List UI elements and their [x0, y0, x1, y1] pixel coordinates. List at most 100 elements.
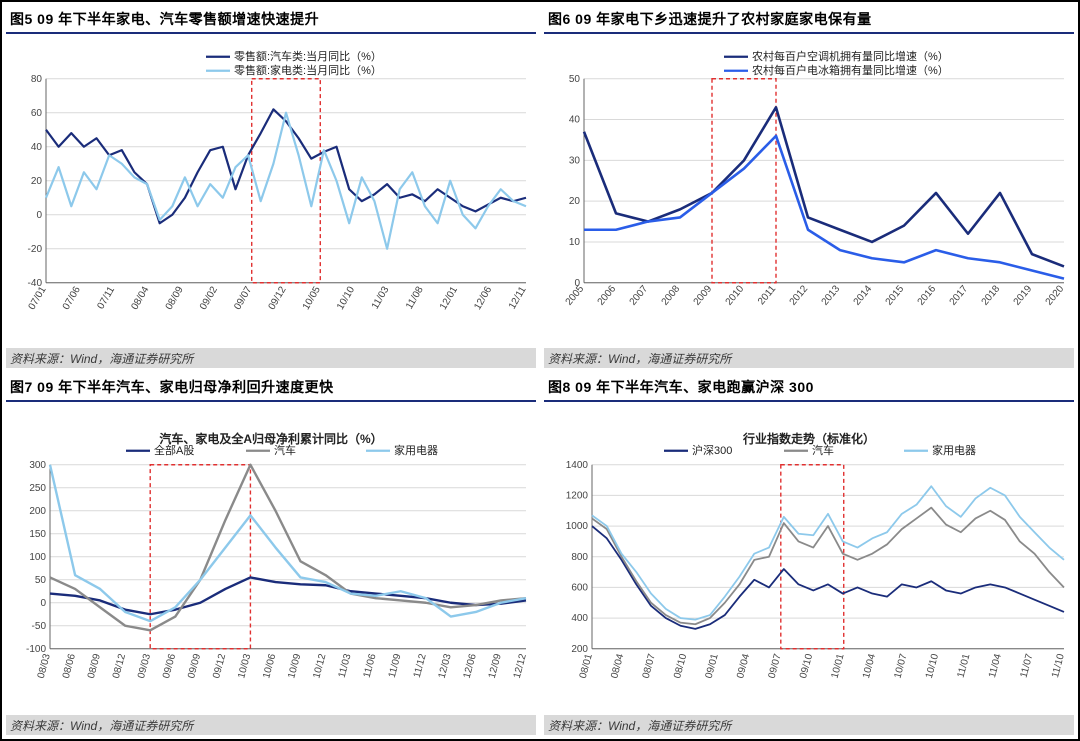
svg-text:10/09: 10/09 [286, 652, 303, 679]
svg-text:09/01: 09/01 [704, 652, 721, 679]
svg-text:10: 10 [569, 237, 581, 248]
svg-text:08/12: 08/12 [111, 652, 128, 679]
svg-text:08/07: 08/07 [641, 652, 658, 679]
svg-text:800: 800 [571, 551, 588, 562]
svg-text:10/04: 10/04 [861, 652, 878, 679]
svg-text:12/12: 12/12 [512, 652, 529, 679]
svg-text:400: 400 [571, 613, 588, 624]
svg-text:08/01: 08/01 [578, 652, 595, 679]
svg-text:2013: 2013 [820, 283, 843, 307]
svg-text:2016: 2016 [916, 283, 939, 307]
svg-text:11/10: 11/10 [1050, 652, 1067, 679]
svg-text:50: 50 [35, 574, 47, 585]
svg-text:11/03: 11/03 [337, 652, 354, 679]
svg-text:农村每百户空调机拥有量同比增速（%）: 农村每百户空调机拥有量同比增速（%） [752, 49, 949, 63]
panel-chart8: 图8 09 年下半年汽车、家电跑赢沪深 300 2004006008001000… [544, 374, 1074, 736]
svg-text:11/04: 11/04 [987, 652, 1004, 679]
svg-text:0: 0 [36, 210, 42, 221]
svg-text:11/07: 11/07 [1019, 652, 1036, 679]
svg-text:100: 100 [29, 551, 46, 562]
chart6-plot: 0102030405020052006200720082009201020112… [544, 34, 1074, 348]
svg-text:家用电器: 家用电器 [932, 442, 976, 456]
svg-text:全部A股: 全部A股 [154, 442, 194, 456]
svg-text:600: 600 [571, 582, 588, 593]
svg-text:09/07: 09/07 [232, 284, 254, 312]
svg-text:汽车、家电及全A归母净利累计同比（%）: 汽车、家电及全A归母净利累计同比（%） [159, 430, 382, 445]
svg-text:12/01: 12/01 [438, 284, 460, 312]
svg-text:08/09: 08/09 [86, 652, 103, 679]
svg-text:2017: 2017 [948, 283, 971, 307]
chart8-title: 图8 09 年下半年汽车、家电跑赢沪深 300 [544, 374, 1074, 402]
svg-text:11/12: 11/12 [412, 652, 429, 679]
panel-chart6: 图6 09 年家电下乡迅速提升了农村家庭家电保有量 01020304050200… [544, 6, 1074, 368]
svg-text:200: 200 [571, 643, 588, 654]
svg-text:09/10: 09/10 [798, 652, 815, 679]
svg-text:250: 250 [29, 482, 46, 493]
svg-text:09/12: 09/12 [267, 284, 289, 312]
svg-text:09/04: 09/04 [735, 652, 752, 679]
svg-text:零售额:家电类:当月同比（%）: 零售额:家电类:当月同比（%） [234, 63, 382, 77]
svg-text:1400: 1400 [566, 459, 589, 470]
svg-text:08/09: 08/09 [164, 284, 186, 312]
svg-text:08/10: 08/10 [672, 652, 689, 679]
chart7-source: 资料来源：Wind，海通证券研究所 [6, 715, 536, 735]
svg-text:20: 20 [31, 176, 43, 187]
svg-text:2020: 2020 [1044, 283, 1067, 307]
svg-text:09/02: 09/02 [198, 284, 220, 312]
svg-text:-50: -50 [32, 620, 47, 631]
svg-text:80: 80 [31, 74, 43, 85]
svg-text:08/04: 08/04 [129, 284, 151, 312]
svg-text:60: 60 [31, 108, 43, 119]
svg-text:08/03: 08/03 [36, 652, 53, 679]
svg-text:沪深300: 沪深300 [692, 442, 732, 456]
svg-text:2011: 2011 [756, 283, 779, 307]
svg-text:12/11: 12/11 [507, 284, 529, 311]
chart7-plot: -100-5005010015020025030008/0308/0608/09… [6, 402, 536, 716]
chart5-source: 资料来源：Wind，海通证券研究所 [6, 348, 536, 368]
svg-text:2010: 2010 [724, 283, 747, 307]
svg-text:10/01: 10/01 [830, 652, 847, 679]
svg-text:09/07: 09/07 [767, 652, 784, 679]
chart8-plot: 20040060080010001200140008/0108/0408/070… [544, 402, 1074, 716]
svg-text:农村每百户电冰箱拥有量同比增速（%）: 农村每百户电冰箱拥有量同比增速（%） [752, 63, 949, 77]
panel-chart5: 图5 09 年下半年家电、汽车零售额增速快速提升 -40-20020406080… [6, 6, 536, 368]
svg-text:行业指数走势（标准化）: 行业指数走势（标准化） [742, 430, 875, 445]
svg-text:08/06: 08/06 [61, 652, 78, 679]
svg-text:2019: 2019 [1012, 283, 1035, 307]
svg-text:40: 40 [569, 115, 581, 126]
svg-text:10/10: 10/10 [924, 652, 941, 679]
chart7-title: 图7 09 年下半年汽车、家电归母净利回升速度更快 [6, 374, 536, 402]
svg-text:2007: 2007 [628, 283, 651, 307]
chart5-title: 图5 09 年下半年家电、汽车零售额增速快速提升 [6, 6, 536, 34]
svg-text:10/07: 10/07 [892, 652, 909, 679]
panel-chart7: 图7 09 年下半年汽车、家电归母净利回升速度更快 -100-500501001… [6, 374, 536, 736]
svg-text:汽车: 汽车 [274, 442, 296, 456]
svg-text:08/04: 08/04 [609, 652, 626, 679]
svg-text:11/09: 11/09 [387, 652, 404, 679]
chart6-source: 资料来源：Wind，海通证券研究所 [544, 348, 1074, 368]
svg-text:09/09: 09/09 [186, 652, 203, 679]
svg-text:300: 300 [29, 459, 46, 470]
svg-text:2015: 2015 [884, 283, 907, 307]
svg-text:零售额:汽车类:当月同比（%）: 零售额:汽车类:当月同比（%） [234, 49, 382, 63]
svg-text:200: 200 [29, 505, 46, 516]
svg-text:09/12: 09/12 [211, 652, 228, 679]
svg-text:10/05: 10/05 [301, 284, 323, 312]
svg-text:2018: 2018 [980, 283, 1003, 307]
svg-text:30: 30 [569, 155, 581, 166]
svg-text:11/08: 11/08 [404, 284, 426, 311]
svg-text:12/09: 12/09 [487, 652, 504, 679]
svg-text:09/06: 09/06 [161, 652, 178, 679]
svg-text:2008: 2008 [660, 283, 683, 307]
svg-text:09/03: 09/03 [136, 652, 153, 679]
svg-text:10/06: 10/06 [261, 652, 278, 679]
chart6-title: 图6 09 年家电下乡迅速提升了农村家庭家电保有量 [544, 6, 1074, 34]
svg-text:10/10: 10/10 [335, 284, 357, 312]
svg-text:11/06: 11/06 [362, 652, 379, 679]
svg-text:2012: 2012 [788, 283, 811, 307]
svg-text:1200: 1200 [566, 490, 589, 501]
svg-text:150: 150 [29, 528, 46, 539]
svg-text:2014: 2014 [852, 283, 875, 307]
svg-text:12/06: 12/06 [462, 652, 479, 679]
svg-text:2006: 2006 [596, 283, 619, 307]
